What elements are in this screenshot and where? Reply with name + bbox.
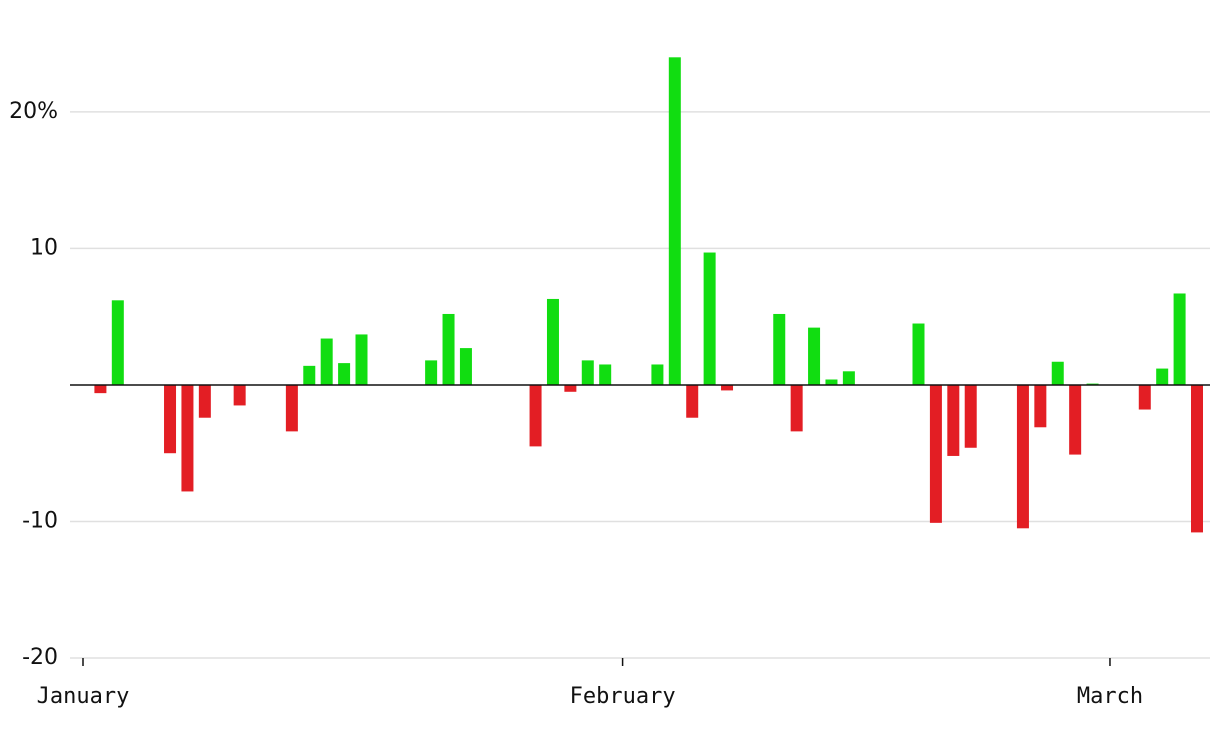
bar <box>320 338 333 385</box>
bar <box>581 360 594 385</box>
bar <box>164 384 177 454</box>
bar <box>773 313 786 385</box>
bar <box>425 360 438 385</box>
bar <box>459 348 472 385</box>
bar <box>564 384 577 392</box>
bar <box>599 364 612 385</box>
bar <box>94 384 107 394</box>
bar <box>808 327 821 385</box>
bar <box>825 379 838 385</box>
bar <box>686 384 699 418</box>
bar <box>1173 293 1186 385</box>
bar <box>1016 384 1029 529</box>
bar <box>912 323 925 385</box>
bar <box>790 384 803 432</box>
y-tick-label: 20% <box>9 99 58 124</box>
bar <box>233 384 246 406</box>
bar <box>442 313 455 385</box>
bar <box>1051 361 1064 385</box>
bar <box>338 363 351 385</box>
bar <box>947 384 960 456</box>
bar <box>111 300 124 385</box>
bar <box>842 371 855 385</box>
x-tick-label: January <box>37 684 130 709</box>
bar <box>181 384 194 492</box>
y-tick-label: -10 <box>22 508 58 533</box>
x-tick-label: March <box>1077 684 1143 709</box>
bar <box>355 334 368 385</box>
bar <box>651 364 664 385</box>
bar <box>1138 384 1151 410</box>
bar <box>198 384 211 418</box>
bar <box>546 298 559 385</box>
bar <box>529 384 542 447</box>
bar <box>303 365 316 385</box>
y-tick-label: -20 <box>22 645 58 670</box>
bar <box>668 57 681 385</box>
bar <box>1156 368 1169 385</box>
x-tick-label: February <box>570 684 676 709</box>
bar <box>1069 384 1082 455</box>
y-tick-label: 10 <box>30 235 58 260</box>
bar <box>703 252 716 385</box>
bar <box>929 384 942 523</box>
bar <box>285 384 298 432</box>
bar <box>1034 384 1047 428</box>
bar <box>964 384 977 448</box>
bar <box>721 384 734 391</box>
bar <box>1191 384 1203 533</box>
